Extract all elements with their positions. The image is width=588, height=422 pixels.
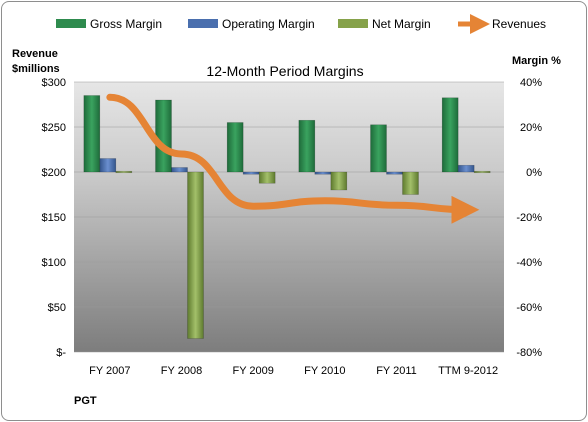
legend-swatch-operating-margin: [188, 19, 218, 28]
legend-swatch-net-margin: [338, 19, 368, 28]
x-tick-label: FY 2008: [161, 365, 202, 377]
x-tick-label: FY 2011: [376, 365, 417, 377]
bar-net-margin: [473, 170, 491, 174]
left-tick-label: $150: [42, 212, 66, 224]
chart-title: 12-Month Period Margins: [206, 63, 363, 79]
left-tick-label: $300: [42, 77, 66, 89]
bar-operating-margin: [99, 158, 117, 173]
right-tick-label: 40%: [520, 77, 542, 89]
right-tick-label: 20%: [520, 122, 542, 134]
left-tick-label: $-: [56, 347, 66, 359]
right-tick-label: -60%: [516, 302, 542, 314]
left-axis-ticks: $300 $250 $200 $150 $100 $50 $-: [42, 77, 67, 359]
legend-swatch-gross-margin: [56, 19, 86, 28]
x-tick-label: FY 2009: [232, 365, 273, 377]
bar-net-margin: [115, 170, 133, 174]
right-tick-label: 0%: [526, 167, 542, 179]
left-tick-label: $250: [42, 122, 66, 134]
bar-gross-margin: [441, 97, 459, 173]
bar-net-margin: [402, 171, 419, 195]
bar-gross-margin: [298, 119, 316, 173]
x-axis-ticks: FY 2007 FY 2008 FY 2009 FY 2010 FY 2011 TTM 9…: [89, 365, 498, 377]
legend-label-operating-margin: Operating Margin: [222, 17, 315, 31]
left-tick-label: $50: [48, 302, 66, 314]
bar-gross-margin: [83, 95, 101, 173]
bar-operating-margin: [386, 171, 403, 175]
legend-label-net-margin: Net Margin: [372, 17, 431, 31]
bar-operating-margin: [314, 171, 332, 175]
x-tick-label: FY 2010: [304, 365, 345, 377]
left-axis-label-line1: Revenue: [12, 48, 58, 60]
revenue-line: [106, 93, 480, 224]
right-axis-label: Margin %: [512, 55, 561, 67]
revenue-line-path: [106, 93, 480, 224]
bar-gross-margin: [155, 99, 172, 173]
bar-operating-margin: [457, 164, 475, 173]
right-axis-ticks: 40% 20% 0% -20% -40% -60% -80%: [516, 77, 542, 359]
bar-operating-margin: [171, 167, 188, 173]
bars: [83, 95, 491, 339]
x-tick-label: TTM 9-2012: [438, 365, 498, 377]
bar-gross-margin: [226, 122, 244, 173]
x-tick-label: FY 2007: [89, 365, 130, 377]
bar-gross-margin: [370, 124, 387, 173]
bar-net-margin: [187, 171, 204, 339]
left-axis-label-line2: $millions: [12, 63, 60, 75]
legend: Gross Margin Operating Margin Net Margin…: [56, 14, 546, 34]
legend-label-gross-margin: Gross Margin: [90, 17, 162, 31]
bar-net-margin: [330, 171, 348, 191]
ticker-label: PGT: [74, 395, 97, 407]
right-tick-label: -80%: [516, 347, 542, 359]
legend-label-revenues: Revenues: [492, 17, 546, 31]
right-tick-label: -40%: [516, 257, 542, 269]
right-tick-label: -20%: [516, 212, 542, 224]
left-tick-label: $100: [42, 257, 66, 269]
bar-operating-margin: [242, 171, 260, 175]
bar-net-margin: [258, 171, 276, 184]
left-tick-label: $200: [42, 167, 66, 179]
